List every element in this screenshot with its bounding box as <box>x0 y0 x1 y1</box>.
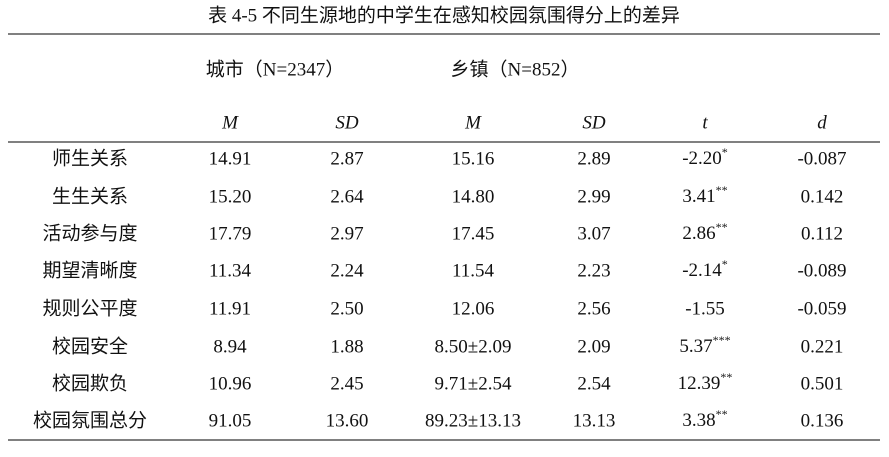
cell: 14.80 <box>452 186 495 207</box>
cell: 2.56 <box>577 298 610 319</box>
cell: -0.089 <box>797 260 846 281</box>
cell: 89.23±13.13 <box>425 410 521 431</box>
cell: -2.14* <box>682 257 728 282</box>
cell: 0.136 <box>801 410 844 431</box>
column-header: t <box>702 112 708 133</box>
cell: 3.07 <box>577 223 610 244</box>
significance: ** <box>716 407 728 421</box>
row-label: 校园安全 <box>52 335 128 357</box>
cell: 2.45 <box>330 373 363 394</box>
cell: 2.09 <box>577 336 610 357</box>
cell: 2.23 <box>577 260 610 281</box>
cell: 8.94 <box>213 336 247 357</box>
cell: 8.50±2.09 <box>435 336 512 357</box>
column-header: SD <box>582 112 606 133</box>
cell: 3.41** <box>682 183 727 208</box>
cell: 2.64 <box>330 186 364 207</box>
cell-value: 3.38 <box>682 410 715 431</box>
cell-value: -2.20 <box>682 148 722 169</box>
row-label: 生生关系 <box>52 185 128 207</box>
row-label: 活动参与度 <box>42 222 137 244</box>
cell: -2.20* <box>682 145 728 170</box>
cell: 0.142 <box>801 186 844 207</box>
cell: 13.13 <box>573 410 616 431</box>
cell: 0.501 <box>801 373 844 394</box>
row-label: 期望清晰度 <box>42 259 137 281</box>
column-header: d <box>817 112 827 133</box>
cell: 12.06 <box>452 298 495 319</box>
significance: *** <box>713 333 731 347</box>
row-label: 校园氛围总分 <box>33 409 147 431</box>
cell: 11.34 <box>209 260 252 281</box>
cell: 2.87 <box>330 148 363 169</box>
cell: 5.37*** <box>679 333 730 358</box>
significance: * <box>722 257 728 271</box>
cell: 2.86** <box>682 220 727 245</box>
cell: 15.16 <box>452 148 495 169</box>
row-label: 师生关系 <box>52 147 128 169</box>
cell-value: 2.86 <box>682 223 715 244</box>
significance: ** <box>720 370 732 384</box>
group-header: 城市（N=2347） <box>206 58 344 80</box>
row-label: 校园欺负 <box>52 372 128 394</box>
cell: -1.55 <box>685 298 725 319</box>
cell: 11.91 <box>209 298 251 319</box>
cell: 2.89 <box>577 148 610 169</box>
cell: 0.112 <box>801 223 843 244</box>
significance: ** <box>716 183 728 197</box>
cell: 2.54 <box>577 373 611 394</box>
cell: 91.05 <box>209 410 252 431</box>
cell-value: 3.41 <box>682 186 715 207</box>
cell: 17.79 <box>209 223 252 244</box>
cell: 14.91 <box>209 148 252 169</box>
cell: 2.99 <box>577 186 610 207</box>
column-header: SD <box>335 112 359 133</box>
significance: * <box>722 145 728 159</box>
cell: 17.45 <box>452 223 495 244</box>
cell: 13.60 <box>326 410 369 431</box>
cell: -0.059 <box>797 298 846 319</box>
cell: 0.221 <box>801 336 844 357</box>
cell-value: -2.14 <box>682 260 722 281</box>
cell: 2.50 <box>330 298 363 319</box>
cell: 9.71±2.54 <box>435 373 512 394</box>
cell: 2.97 <box>330 223 363 244</box>
cell-value: 12.39 <box>678 373 721 394</box>
cell: 2.24 <box>330 260 364 281</box>
row-label: 规则公平度 <box>42 297 137 319</box>
column-header: M <box>221 112 239 133</box>
cell-value: 5.37 <box>679 336 712 357</box>
cell: 12.39** <box>678 370 733 395</box>
cell: 15.20 <box>209 186 252 207</box>
table-title: 表 4-5 不同生源地的中学生在感知校园氛围得分上的差异 <box>208 4 680 26</box>
cell: 1.88 <box>330 336 363 357</box>
column-header: M <box>464 112 482 133</box>
cell: 10.96 <box>209 373 252 394</box>
cell: 3.38** <box>682 407 727 432</box>
cell: -0.087 <box>797 148 846 169</box>
group-header: 乡镇（N=852） <box>451 58 580 80</box>
cell: 11.54 <box>452 260 495 281</box>
significance: ** <box>716 220 728 234</box>
